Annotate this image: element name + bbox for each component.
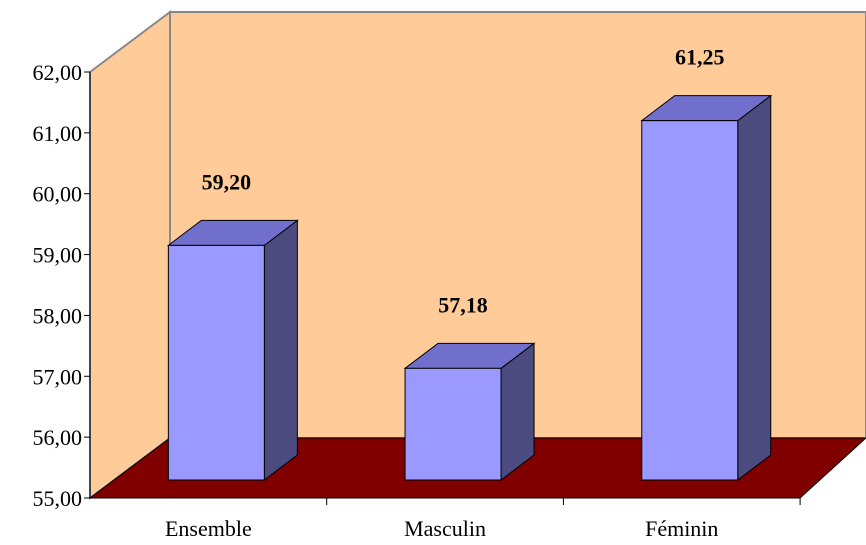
y-tick-label: 60,00 [33, 182, 83, 207]
y-tick-label: 58,00 [33, 303, 83, 328]
bar-front [641, 120, 739, 481]
bar [166, 219, 299, 482]
y-tick-label: 61,00 [33, 121, 83, 146]
x-tick-label: Masculin [404, 516, 486, 541]
bar-side [737, 94, 772, 482]
x-tick-label: Féminin [645, 516, 718, 541]
y-tick-label: 57,00 [33, 364, 83, 389]
bars [166, 94, 773, 482]
y-tick-label: 59,00 [33, 243, 83, 268]
bar-side [263, 219, 298, 482]
x-ticks: Ensemble Masculin Féminin [165, 498, 801, 541]
bar [640, 94, 773, 482]
y-tick-label: 55,00 [33, 486, 83, 511]
y-tick-label: 62,00 [33, 60, 83, 85]
x-tick-label: Ensemble [165, 516, 252, 541]
y-tick-label: 56,00 [33, 425, 83, 450]
data-label: 57,18 [438, 292, 488, 317]
labels: 59,20 57,18 61,25 [202, 45, 725, 318]
data-label: 59,20 [202, 169, 252, 194]
data-label: 61,25 [675, 45, 725, 70]
bar [403, 342, 536, 482]
y-ticks: 55,00 56,00 57,00 58,00 59,00 60,00 61,00 62,00 [33, 60, 90, 511]
bar-front [167, 244, 265, 481]
bar-front [404, 367, 502, 481]
side-wall [89, 10, 171, 500]
